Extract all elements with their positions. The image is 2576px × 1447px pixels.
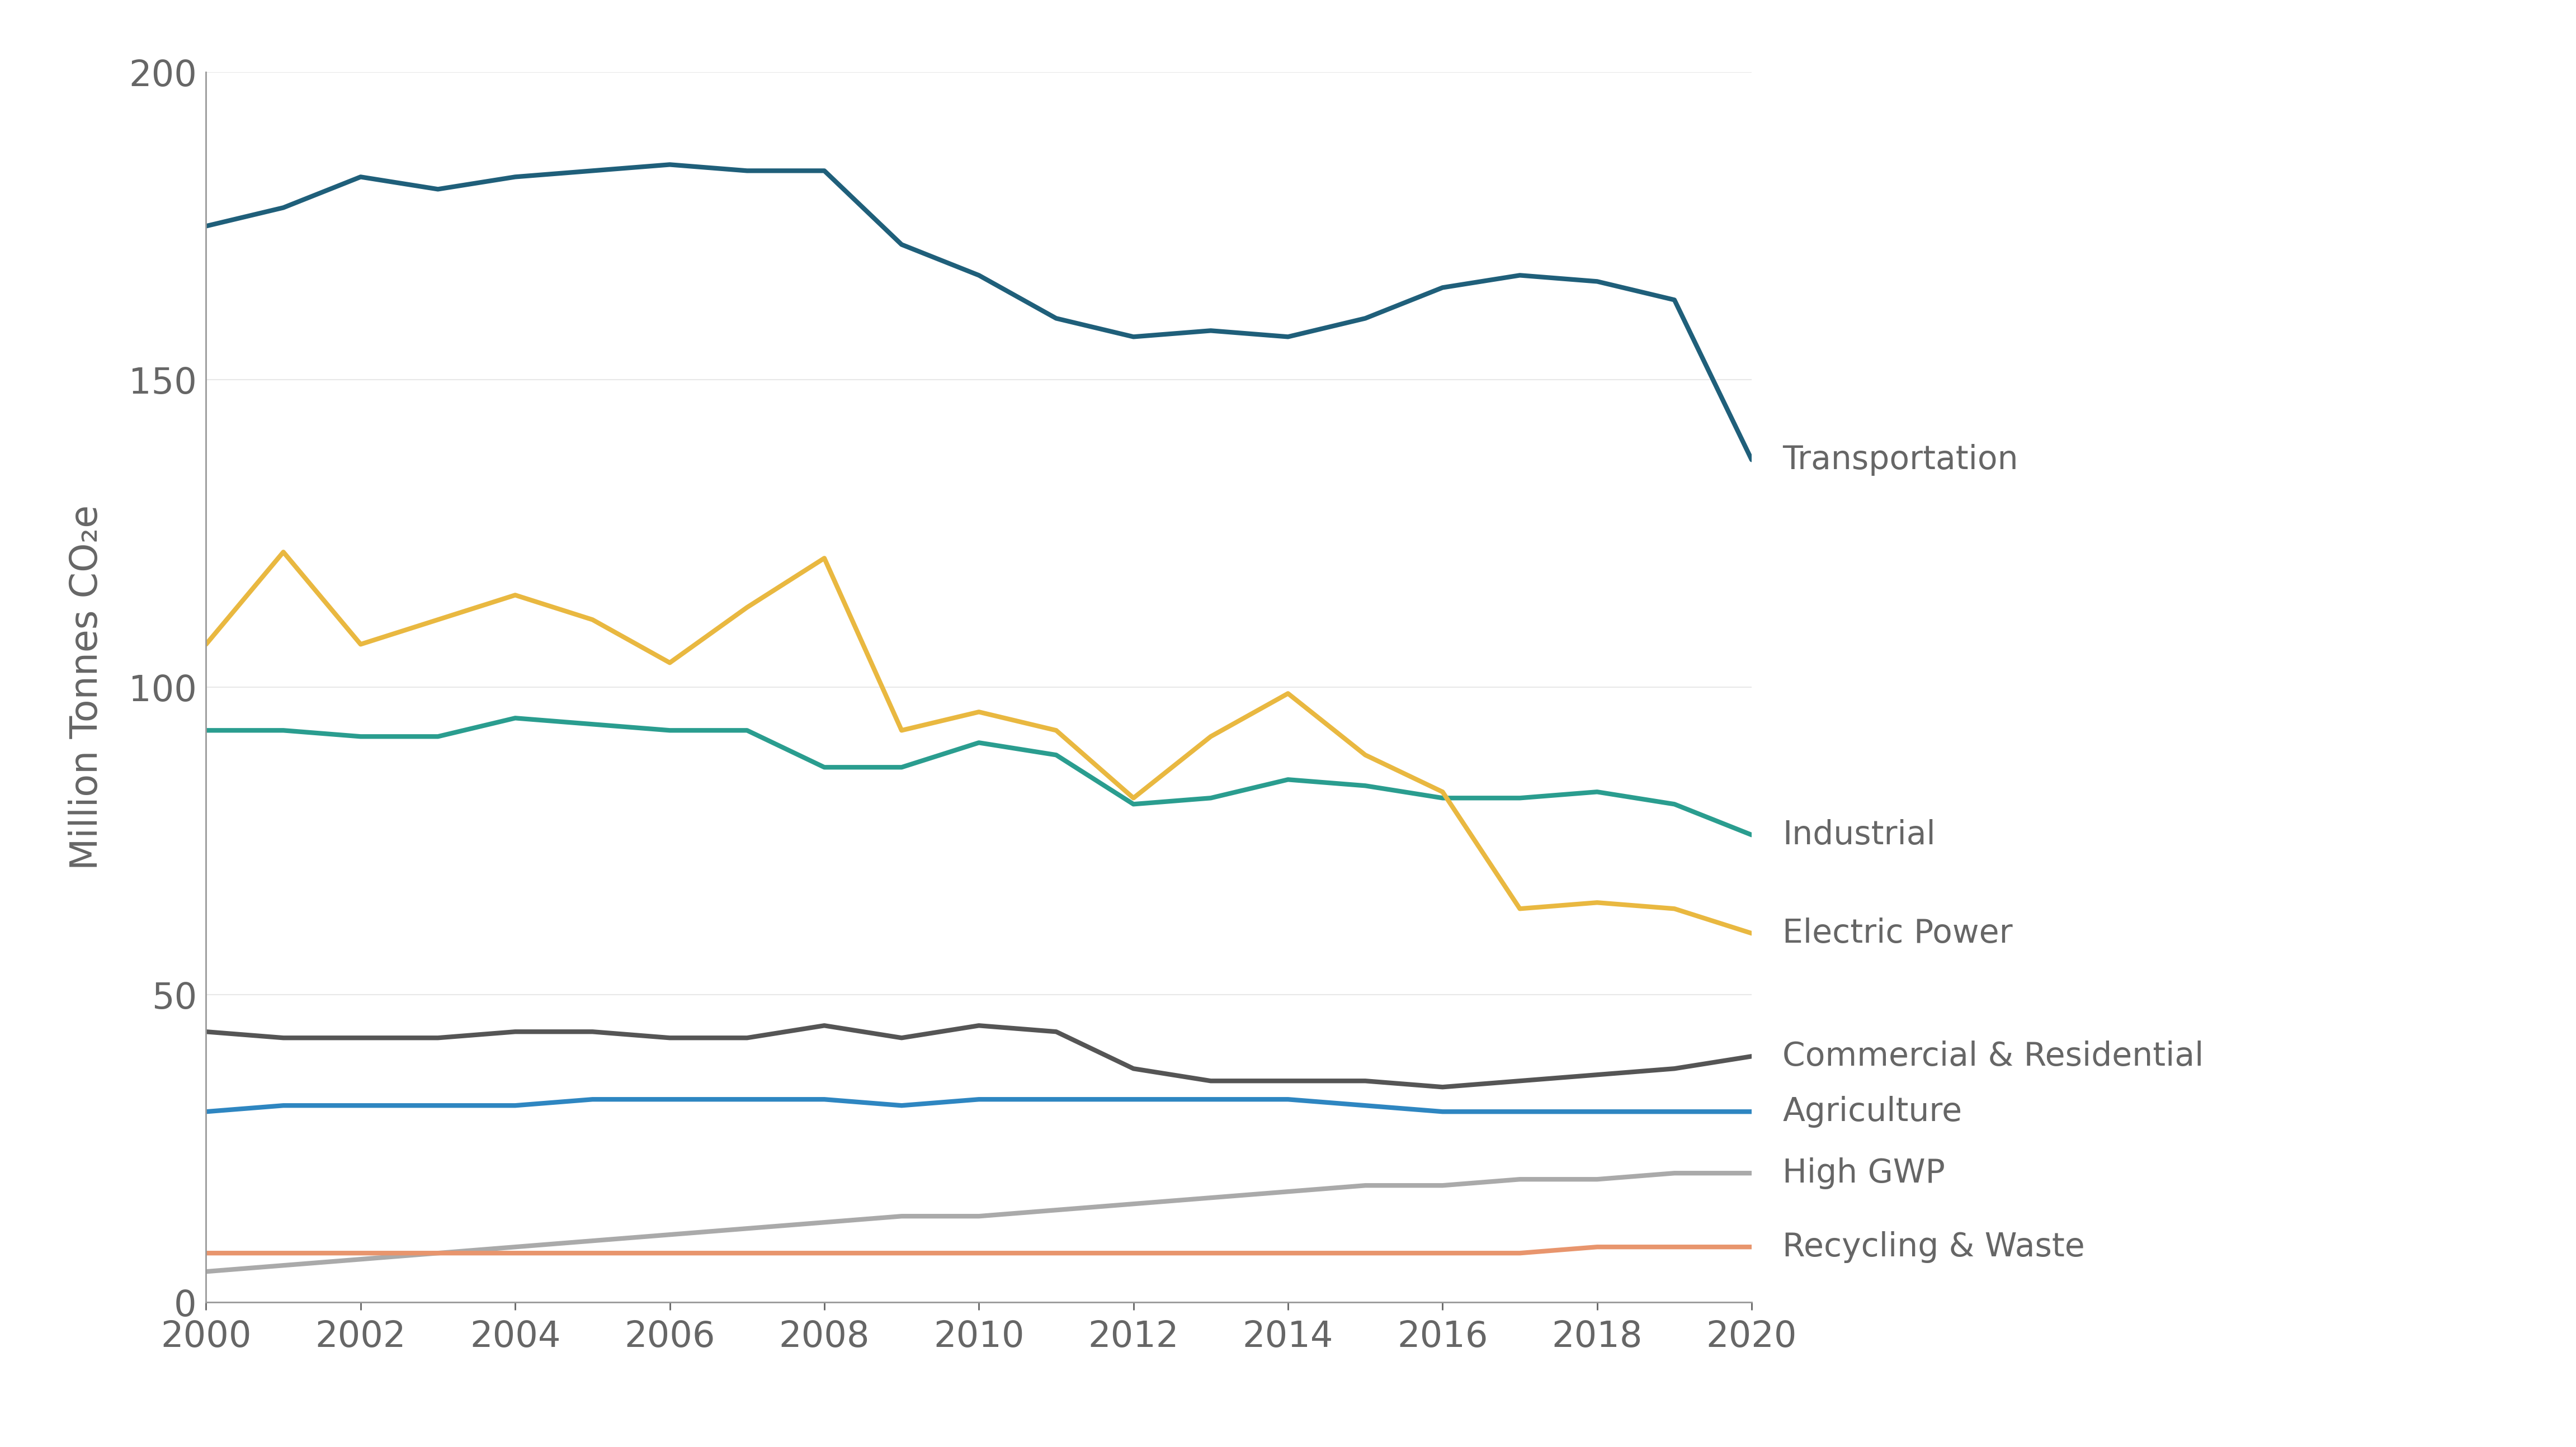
Text: Commercial & Residential: Commercial & Residential: [1783, 1040, 2205, 1072]
Y-axis label: Million Tonnes CO₂e: Million Tonnes CO₂e: [70, 505, 106, 870]
Text: Electric Power: Electric Power: [1783, 917, 2012, 949]
Text: Industrial: Industrial: [1783, 819, 1935, 851]
Text: Recycling & Waste: Recycling & Waste: [1783, 1231, 2084, 1263]
Text: High GWP: High GWP: [1783, 1158, 1945, 1189]
Text: Agriculture: Agriculture: [1783, 1095, 1963, 1127]
Text: Transportation: Transportation: [1783, 444, 2020, 476]
